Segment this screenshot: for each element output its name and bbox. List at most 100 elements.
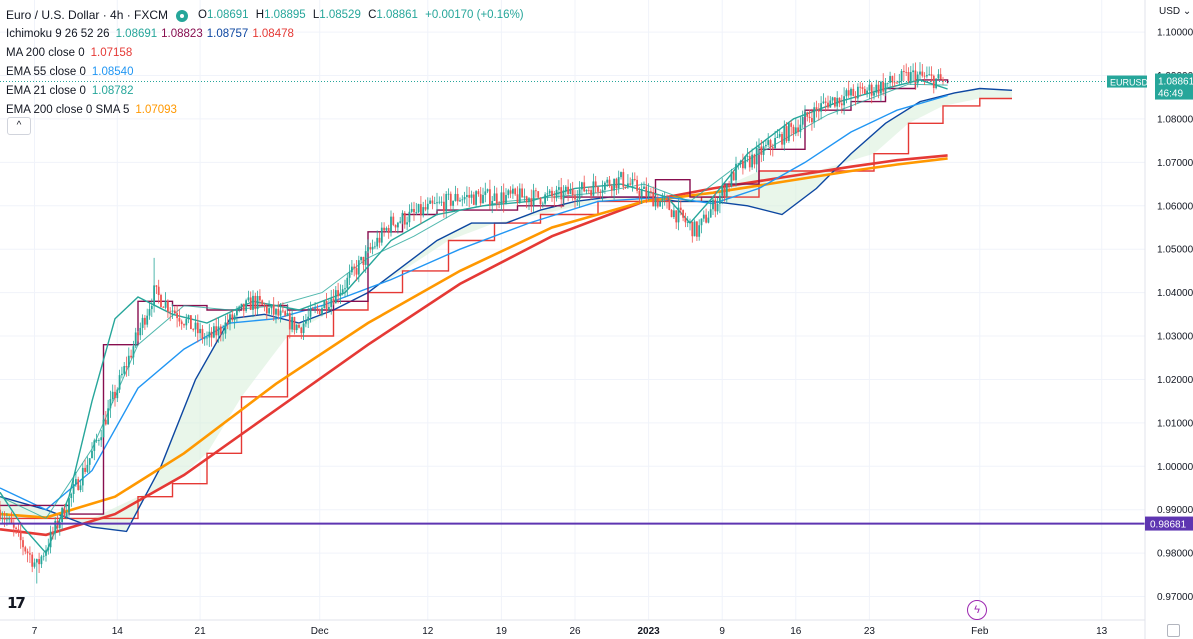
indicator-ichimoku[interactable]: Ichimoku 9 26 52 26 1.08691 1.08823 1.08… [6,25,524,44]
candle-body [102,419,105,438]
candle-body [256,295,259,310]
candle-body [249,297,252,310]
collapse-legend-button[interactable]: ^ [7,117,31,135]
candle-body [567,186,569,195]
candle-body [509,190,512,194]
candle-body [346,277,349,289]
candle-body [716,203,719,212]
candle-body [300,327,303,334]
candle-body [592,181,595,196]
candle-body [758,146,760,148]
candle-body [682,210,684,218]
candle-body [746,156,749,157]
candle-body [673,210,675,218]
candle-body [302,323,305,334]
candle-body [121,373,123,376]
candle-body [857,86,859,99]
candle-body [574,195,576,200]
candle-body [84,467,86,472]
candle-body [608,179,611,186]
candle-body [645,186,648,197]
candle-body [666,198,668,200]
indicator-ma200[interactable]: MA 200 close 0 1.07158 [6,44,524,63]
price-tick-label: 1.03000 [1157,332,1193,343]
indicator-ema200[interactable]: EMA 200 close 0 SMA 5 1.07093 [6,101,524,120]
time-axis[interactable]: 7 14 21 Dec 12 19 26 2023 9 16 23 Feb 13 [32,626,1108,637]
candle-body [49,531,52,548]
candle-body [270,304,273,309]
indicator-value: 1.08823 [161,28,203,40]
candle-body [185,319,188,326]
candle-body [654,199,657,207]
candle-body [15,527,17,530]
candle-body [383,227,385,231]
tradingview-logo-icon[interactable]: 17 [7,594,26,612]
candle-body [309,308,312,317]
candle-body [463,197,466,200]
candle-body [930,74,933,76]
candle-body [737,163,740,165]
candle-body [691,221,694,237]
candle-body [470,194,473,198]
candle-body [502,192,505,204]
candle-body [808,116,811,119]
candle-body [68,498,70,513]
candle-body [401,212,404,222]
candle-body [714,199,717,212]
candle-body [693,221,696,237]
ema55-line [0,94,948,511]
indicator-ema55[interactable]: EMA 55 close 0 1.08540 [6,63,524,82]
candle-body [636,179,638,191]
candle-body [923,75,926,77]
price-tick-label: 1.07000 [1157,158,1193,169]
candle-body [581,182,583,190]
candle-body [500,192,503,205]
settings-square-icon[interactable] [1167,624,1180,637]
lightning-icon[interactable]: ϟ [967,600,987,620]
candle-body [19,530,22,541]
time-tick-label: 12 [422,626,434,637]
time-tick-label: 7 [32,626,38,637]
candle-body [785,126,788,141]
candle-body [295,325,298,330]
candle-body [387,227,390,233]
symbol-row: Euro / U.S. Dollar · 4h · FXCM O1.08691 … [6,6,524,25]
candle-body [907,72,910,82]
candle-body [613,178,615,191]
candle-body [42,555,45,557]
candle-body [146,315,149,325]
candle-body [643,186,645,189]
candle-body [284,311,287,316]
symbol-title[interactable]: Euro / U.S. Dollar · 4h · FXCM [6,8,169,22]
ema21-line [0,83,948,520]
candle-body [707,217,710,223]
candle-body [815,107,818,110]
candle-body [702,214,705,219]
candle-body [606,179,609,183]
candle-body [854,95,857,99]
candlesticks[interactable] [0,62,944,584]
candle-body [896,82,898,84]
candle-body [144,317,146,325]
candle-body [47,547,50,551]
candle-body [291,317,293,330]
time-tick-label: Feb [971,626,989,637]
market-status-icon[interactable] [176,9,189,22]
candle-body [210,331,213,338]
candle-body [836,97,839,107]
price-tick-label: 1.02000 [1157,375,1193,386]
candle-body [659,201,661,207]
indicator-value: 1.07158 [90,47,133,59]
candle-body [939,74,942,80]
candle-body [443,201,445,212]
candle-body [81,467,84,486]
candle-body [633,178,636,180]
candle-body [429,200,431,204]
last-price-label-bg [1155,73,1193,100]
candle-body [638,190,641,197]
candle-body [551,190,553,197]
ohlc-low-label: L [312,9,320,21]
indicator-ema21[interactable]: EMA 21 close 0 1.08782 [6,82,524,101]
